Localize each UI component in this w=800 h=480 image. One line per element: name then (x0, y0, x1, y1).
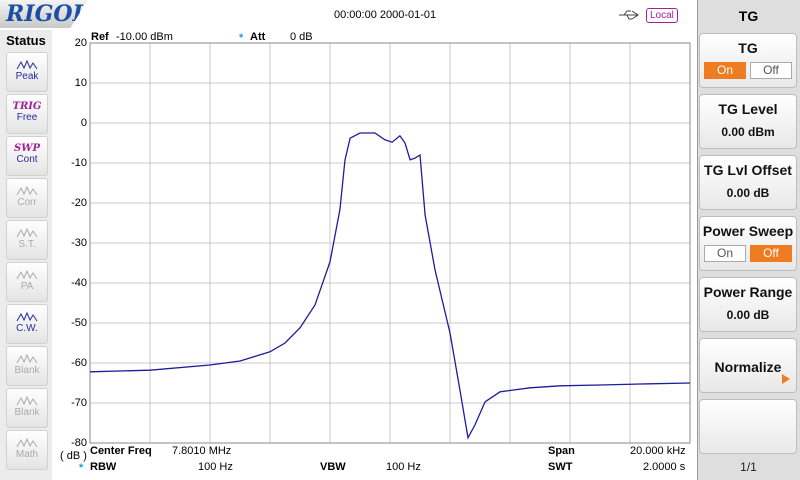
status-icon (16, 185, 38, 196)
menu-value: 0.00 dBm (721, 125, 775, 139)
status-icon (16, 269, 38, 280)
menu-button[interactable]: TG Lvl Offset 0.00 dB (699, 155, 797, 210)
menu-button[interactable]: TG On Off (699, 33, 797, 88)
y-tick-label: -10 (71, 157, 87, 169)
status-item: PA (6, 262, 48, 302)
y-tick-label: 10 (75, 77, 87, 89)
menu-button[interactable]: Normalize (699, 338, 797, 393)
menu-page: 1/1 (740, 460, 757, 474)
status-icon (16, 227, 38, 238)
y-tick-label: -70 (71, 397, 87, 409)
menu-label: TG (738, 40, 758, 56)
status-item: Blank (6, 388, 48, 428)
arrow-icon (782, 374, 790, 384)
status-item: Math (6, 430, 48, 470)
y-tick-label: -40 (71, 277, 87, 289)
menu-value: 0.00 dB (726, 308, 770, 322)
status-label: Peak (15, 71, 39, 82)
y-tick-label: -80 (71, 437, 87, 449)
plot-frame (89, 42, 691, 444)
status-label: Math (15, 449, 39, 460)
menu-value: 0.00 dB (726, 186, 770, 200)
status-tag: SWP (14, 143, 40, 154)
option[interactable]: On (704, 62, 746, 79)
center-label: Center Freq (90, 445, 152, 457)
y-tick-label: -30 (71, 237, 87, 249)
menu-label: Normalize (714, 359, 782, 375)
rbw-value: 100 Hz (198, 461, 233, 473)
y-tick-label: -60 (71, 357, 87, 369)
att-label: Att (250, 31, 266, 43)
y-tick-label: 20 (75, 37, 87, 49)
option[interactable]: On (704, 245, 746, 262)
status-label: PA (20, 281, 34, 292)
status-icon (16, 59, 38, 70)
status-title: Status (6, 33, 46, 48)
menu-label: TG Level (718, 101, 778, 117)
status-tag: TRIG (12, 101, 42, 112)
y-tick-label: -20 (71, 197, 87, 209)
status-icon (16, 395, 38, 406)
status-label: S.T. (18, 239, 36, 250)
y-tick-label: -50 (71, 317, 87, 329)
status-label: Blank (14, 407, 40, 418)
menu-button[interactable]: Power Range 0.00 dB (699, 277, 797, 332)
status-item: S.T. (6, 220, 48, 260)
center-value: 7.8010 MHz (172, 445, 231, 457)
option-group: On Off (700, 245, 796, 262)
status-icon (16, 311, 38, 322)
datetime: 00:00:00 2000-01-01 (334, 9, 437, 21)
status-icon (16, 437, 38, 448)
att-marker: * (239, 32, 244, 44)
status-item: Corr (6, 178, 48, 218)
status-label: C.W. (16, 323, 38, 334)
top-bar (0, 0, 697, 30)
option[interactable]: Off (750, 245, 792, 262)
status-label: Cont (16, 154, 38, 165)
usb-icon (619, 10, 639, 20)
menu-label: Power Range (703, 284, 793, 300)
ref-value: -10.00 dBm (116, 31, 173, 43)
rbw-marker: * (79, 462, 84, 474)
status-item: SWP Cont (6, 136, 48, 176)
span-value: 20.000 kHz (630, 445, 686, 457)
vbw-label: VBW (320, 461, 346, 473)
status-item: Blank (6, 346, 48, 386)
status-item: C.W. (6, 304, 48, 344)
menu-button[interactable]: TG Level 0.00 dBm (699, 94, 797, 149)
option[interactable]: Off (750, 62, 792, 79)
vbw-value: 100 Hz (386, 461, 421, 473)
status-label: Free (16, 112, 38, 123)
status-label: Corr (17, 197, 37, 208)
local-indicator[interactable]: Local (646, 8, 678, 23)
menu-button-empty[interactable] (699, 399, 797, 454)
menu-title: TG (738, 8, 759, 24)
plot-background (52, 30, 697, 480)
status-icon (16, 353, 38, 364)
menu-button[interactable]: Power Sweep On Off (699, 216, 797, 271)
status-label: Blank (14, 365, 40, 376)
option-group: On Off (700, 62, 796, 79)
y-unit: ( dB ) (60, 450, 87, 462)
menu-label: Power Sweep (702, 223, 794, 239)
ref-label: Ref (91, 31, 109, 43)
y-tick-label: 0 (81, 117, 87, 129)
menu-label: TG Lvl Offset (704, 162, 792, 178)
swt-label: SWT (548, 461, 573, 473)
status-item: Peak (6, 52, 48, 92)
chart: Ref -10.00 dBm * Att 0 dB ( dB ) Center … (52, 30, 697, 480)
trace (89, 132, 691, 440)
rbw-label: RBW (90, 461, 117, 473)
span-label: Span (548, 445, 575, 457)
att-value: 0 dB (290, 31, 313, 43)
swt-value: 2.0000 s (643, 461, 686, 473)
status-item: TRIG Free (6, 94, 48, 134)
